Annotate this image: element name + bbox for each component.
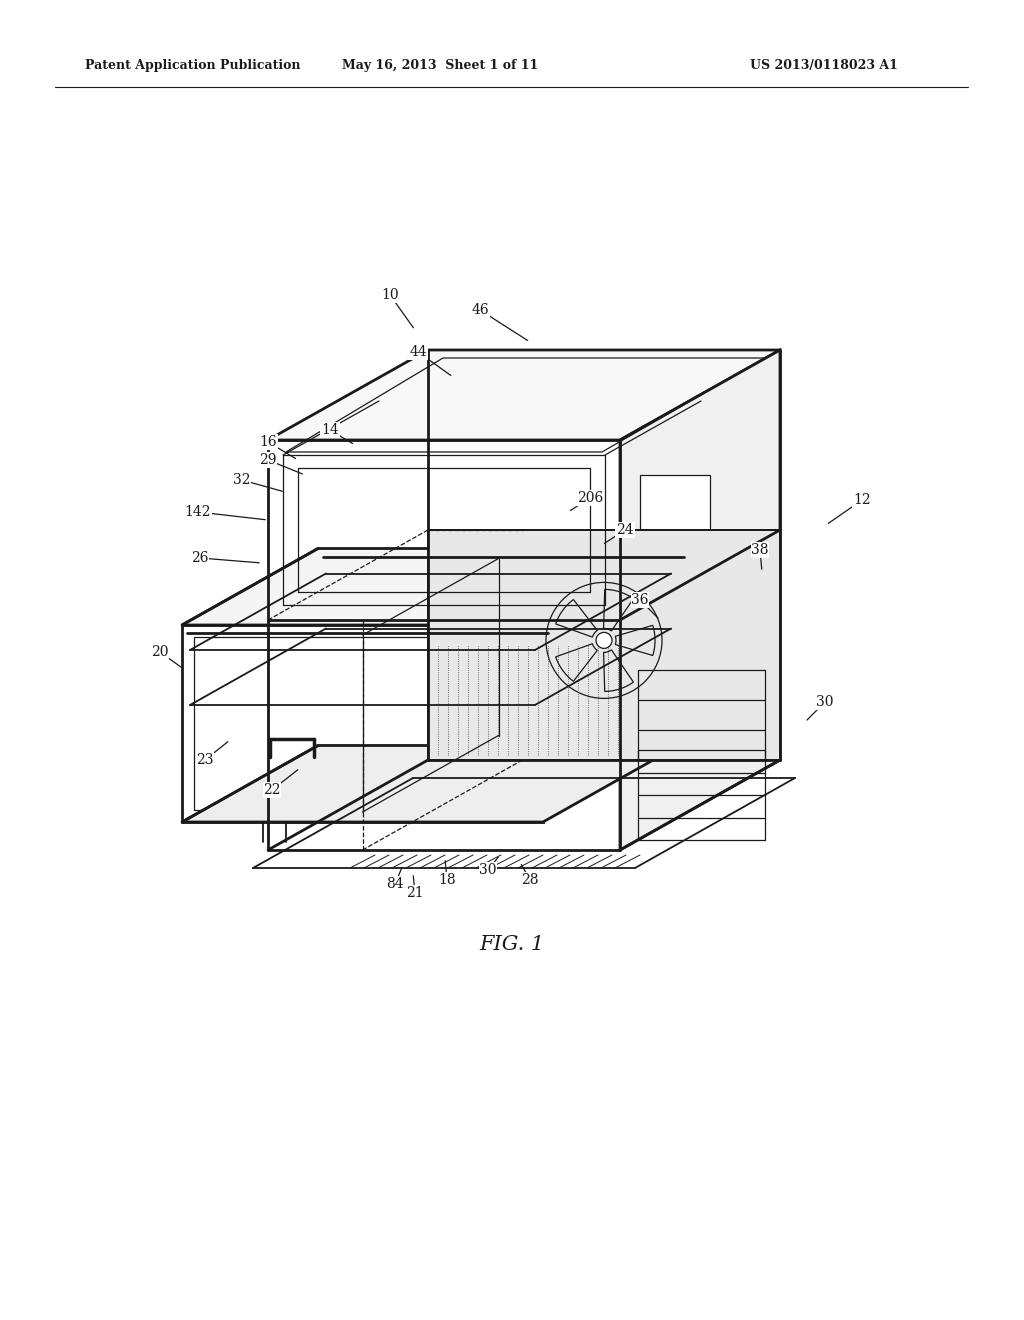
Text: 10: 10 — [381, 288, 398, 302]
Text: 20: 20 — [152, 645, 169, 659]
Polygon shape — [268, 350, 780, 440]
Polygon shape — [620, 350, 780, 850]
Polygon shape — [640, 640, 705, 730]
Text: 24: 24 — [616, 523, 634, 537]
Text: 12: 12 — [853, 492, 870, 507]
Text: 38: 38 — [752, 543, 769, 557]
Text: 23: 23 — [197, 752, 214, 767]
Text: 16: 16 — [259, 436, 276, 449]
Text: 14: 14 — [322, 422, 339, 437]
Text: 142: 142 — [184, 506, 211, 519]
Polygon shape — [182, 746, 679, 822]
Text: 84: 84 — [386, 876, 403, 891]
Text: FIG. 1: FIG. 1 — [479, 936, 545, 954]
Polygon shape — [182, 624, 543, 822]
Text: 30: 30 — [479, 863, 497, 876]
Polygon shape — [182, 549, 679, 624]
Text: 29: 29 — [259, 453, 276, 467]
Text: 30: 30 — [816, 696, 834, 709]
Text: 28: 28 — [521, 873, 539, 887]
Circle shape — [596, 632, 612, 648]
Text: 22: 22 — [263, 783, 281, 797]
Text: US 2013/0118023 A1: US 2013/0118023 A1 — [750, 58, 898, 71]
Text: 18: 18 — [438, 873, 456, 887]
Text: 32: 32 — [233, 473, 251, 487]
Text: May 16, 2013  Sheet 1 of 11: May 16, 2013 Sheet 1 of 11 — [342, 58, 539, 71]
Text: 206: 206 — [577, 491, 603, 506]
Text: 26: 26 — [191, 550, 209, 565]
Text: 21: 21 — [407, 886, 424, 900]
Text: 36: 36 — [631, 593, 649, 607]
Text: 46: 46 — [471, 304, 488, 317]
Text: Patent Application Publication: Patent Application Publication — [85, 58, 300, 71]
Polygon shape — [428, 531, 780, 760]
Polygon shape — [640, 475, 710, 565]
Text: 44: 44 — [410, 345, 427, 359]
